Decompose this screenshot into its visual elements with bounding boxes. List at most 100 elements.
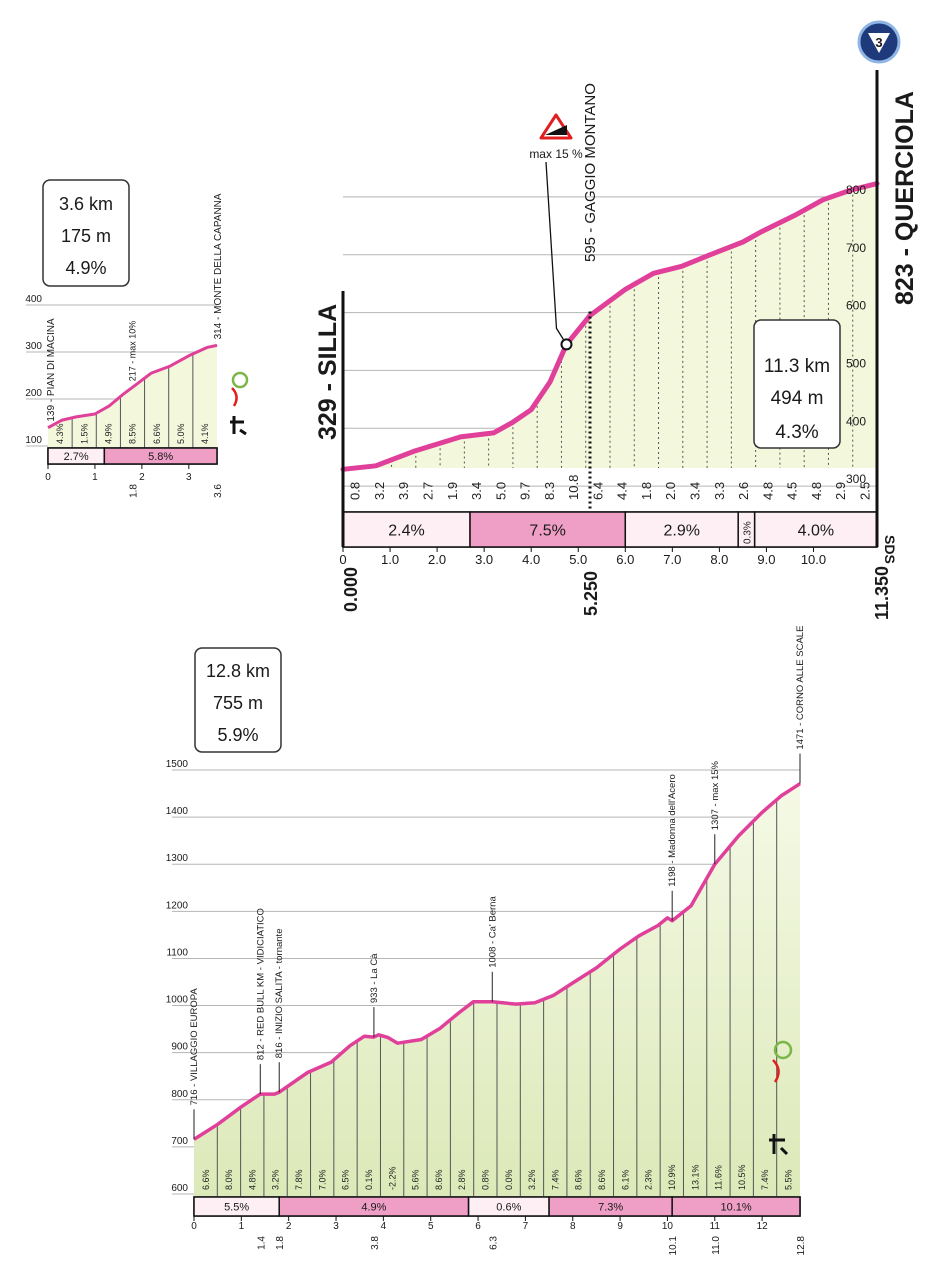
logo-swoosh-icon-2 <box>772 1059 780 1083</box>
large-x-tick-label: 9 <box>617 1221 623 1232</box>
large-y-tick-label: 1400 <box>166 806 189 817</box>
main-y-tick-label: 300 <box>846 472 866 486</box>
main-x-tick-label: 9.0 <box>757 552 775 567</box>
max-gradient-sign: max 15 % <box>529 113 583 351</box>
logo-fd-icon <box>230 416 247 436</box>
main-x-tick-label: 1.0 <box>381 552 399 567</box>
main-segment-grade: 6.4 <box>590 482 605 500</box>
large-profile-line <box>193 782 801 1141</box>
logo-wheel-icon <box>231 371 249 389</box>
main-x-tick-labels: 0 1.0 2.0 3.0 4.0 5.0 6.0 7.0 8.0 9.0 10.0 <box>339 547 826 567</box>
small-summary-distance: 3.6 km <box>59 194 113 214</box>
main-x-tick-label: 6.0 <box>616 552 634 567</box>
main-summary-box <box>753 319 841 449</box>
large-y-tick-label: 900 <box>171 1042 188 1053</box>
small-segment-grade: 6.6% <box>152 423 162 444</box>
large-landmark-label: 816 - INIZIO SALITA - tornante <box>274 929 285 1059</box>
main-y-tick-label: 700 <box>846 241 866 255</box>
sds-label: SDS <box>882 535 898 564</box>
large-segment-grade: 6.6% <box>201 1169 211 1190</box>
main-segment-grade: 4.8 <box>809 482 824 500</box>
main-segment-grades: 0.8 3.2 3.9 2.7 1.9 3.4 5.0 9.7 8.3 10.8 6.4 4.4 1.8… <box>348 475 873 500</box>
small-summary-gain: 175 m <box>61 226 111 246</box>
main-grade-band <box>469 511 627 548</box>
main-segment-grade: 2.7 <box>421 482 436 500</box>
large-grade-bands: 5.5% 4.9% 0.6% 7.3% 10.1% <box>193 1196 801 1217</box>
small-y-tick-label: 100 <box>25 435 42 446</box>
large-y-tick-label: 800 <box>171 1089 188 1100</box>
large-x-tick-label: 0 <box>191 1221 197 1232</box>
small-y-tick-label: 300 <box>25 341 42 352</box>
large-x-tick-label: 5 <box>428 1221 434 1232</box>
main-segment-grade: 2.6 <box>736 482 751 500</box>
main-grade-band <box>624 511 739 548</box>
main-grade-band-label: 0.3% <box>742 521 753 544</box>
slope-icon <box>545 125 567 135</box>
large-x-tick-label: 3 <box>333 1221 339 1232</box>
large-x-tick-label: 7 <box>523 1221 529 1232</box>
small-profile-area <box>48 345 217 448</box>
main-start-label: 329 - SILLA <box>314 304 342 440</box>
main-finish-label: 823 - QUERCIOLA <box>891 91 919 305</box>
large-grade-band-label: 10.1% <box>720 1201 751 1213</box>
large-summary-distance: 12.8 km <box>206 661 270 681</box>
main-segment-grade: 8.3 <box>542 482 557 500</box>
small-km-mark: 3.6 <box>213 484 224 498</box>
small-segment-grade: 4.1% <box>200 423 210 444</box>
main-segment-grade: 3.4 <box>469 482 484 500</box>
main-x-tick-label: 7.0 <box>663 552 681 567</box>
max-gradient-label: max 15 % <box>529 147 583 161</box>
max-gradient-point <box>560 338 573 351</box>
large-x-tick-label: 12 <box>757 1221 769 1232</box>
main-grade-band-label: 2.9% <box>664 522 700 539</box>
main-grade-bands: 2.4% 7.5% 2.9% 0.3% 4.0% <box>342 511 878 548</box>
small-segment-grade: 1.5% <box>79 423 89 444</box>
large-segment-grade: 2.3% <box>644 1169 654 1190</box>
stage-badge-triangle-icon <box>868 33 890 53</box>
large-x-tick-labels: 0 1 2 3 4 5 6 7 8 9 10 11 12 <box>191 1216 768 1232</box>
large-y-tick-labels: 600 700 800 900 1000 1100 1200 1300 1400 1500 <box>166 759 189 1194</box>
small-x-tick-label: 1 <box>92 472 98 483</box>
small-x-tick-label: 2 <box>139 472 145 483</box>
small-segment-grades: 4.3% 1.5% 4.9% 8.5% 6.6% 5.0% 4.1% <box>55 423 210 444</box>
large-segment-grade: 3.2% <box>527 1169 537 1190</box>
large-segment-grade: 7.0% <box>317 1169 327 1190</box>
small-segment-grade: 4.3% <box>55 423 65 444</box>
large-grade-band <box>671 1196 801 1217</box>
main-summary-distance: 11.3 km <box>764 356 830 377</box>
large-segment-grade: 13.1% <box>690 1164 700 1190</box>
large-summary-box <box>194 647 282 753</box>
large-x-tick-label: 8 <box>570 1221 576 1232</box>
small-grade-band-label: 5.8% <box>148 451 173 463</box>
small-y-tick-label: 200 <box>25 388 42 399</box>
main-grade-band-label: 4.0% <box>798 522 834 539</box>
small-y-tick-label: 400 <box>25 294 42 305</box>
main-y-tick-label: 500 <box>846 356 866 370</box>
large-segment-grades: 6.6% 8.0% 4.8% 3.2% 7.8% 7.0% 6.5% 0.1% -2.2% 5.6… <box>201 1164 794 1190</box>
small-grade-bands: 2.7% 5.8% <box>47 447 218 465</box>
large-segment-grade: 5.6% <box>411 1169 421 1190</box>
sign-leader-line <box>545 161 568 345</box>
large-grade-band-label: 7.3% <box>598 1201 623 1213</box>
main-segment-grade: 0.8 <box>348 482 363 500</box>
large-grade-band-label: 5.5% <box>224 1201 249 1213</box>
large-y-tick-label: 1500 <box>166 759 189 770</box>
main-x-tick-label: 0 <box>339 552 346 567</box>
small-y-tick-labels: 100 200 300 400 <box>25 294 42 446</box>
main-finish-km: 11.350 <box>872 566 892 620</box>
stage-badge: 3 <box>857 20 901 64</box>
main-profile-chart: 300 400 500 600 700 800 0.8 3.2 3.9 2.7 1.9 3.4 5.0… <box>314 20 919 620</box>
small-segment-grade: 4.9% <box>104 423 114 444</box>
small-km-mark: 1.8 <box>129 484 140 498</box>
large-grade-band-label: 0.6% <box>496 1201 521 1213</box>
main-segment-grade: 2.9 <box>833 482 848 500</box>
large-segment-grade: 7.4% <box>760 1169 770 1190</box>
large-segment-grade: -2.2% <box>387 1166 397 1190</box>
small-landmarks: 217 - max 10% <box>128 321 138 382</box>
large-y-tick-label: 1200 <box>166 900 189 911</box>
logo-swoosh-icon <box>231 387 238 407</box>
main-segment-grade: 3.9 <box>396 482 411 500</box>
large-segment-grade: 2.8% <box>457 1169 467 1190</box>
large-landmark-label: 1008 - Ca' Berna <box>487 896 498 968</box>
small-grade-band <box>103 447 218 465</box>
